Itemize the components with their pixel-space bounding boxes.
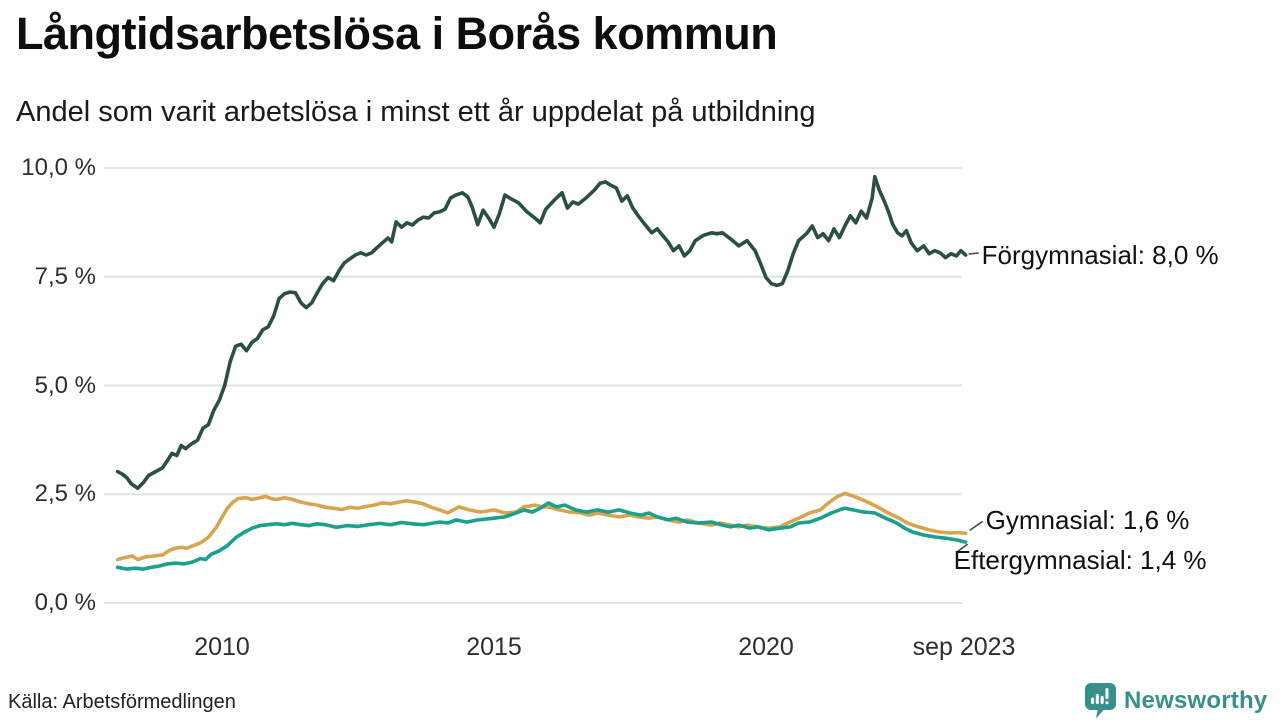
gridlines <box>104 167 962 604</box>
forgymnasial-line <box>115 174 968 491</box>
y-tick-label: 2,5 % <box>34 480 96 508</box>
page-title: Långtidsarbetslösa i Borås kommun <box>16 8 778 59</box>
eftergymnasial-end-label: Eftergymnasial: 1,4 % <box>953 545 1207 576</box>
source-caption: Källa: Arbetsförmedlingen <box>8 691 236 713</box>
forgymnasial-label-connector <box>968 252 979 255</box>
newsworthy-logo[interactable]: Newsworthy <box>1084 682 1267 719</box>
label-connectors <box>956 252 984 553</box>
y-tick-label: 0,0 % <box>34 589 96 616</box>
gymnasial-label-connector <box>969 520 984 532</box>
x-tick-label: 2020 <box>738 633 794 661</box>
y-tick-label: 7,5 % <box>34 262 96 290</box>
x-tick-label: 2010 <box>194 633 250 661</box>
eftergymnasial-label-connector <box>956 543 969 553</box>
series-lines <box>115 174 968 571</box>
page-subtitle: Andel som varit arbetslösa i minst ett å… <box>16 96 816 128</box>
newsworthy-speech-bubble-chart-icon <box>1085 683 1116 719</box>
eftergymnasial-line <box>115 501 968 571</box>
gymnasial-line <box>115 491 968 562</box>
y-tick-label: 5,0 % <box>34 371 96 399</box>
x-tick-label: 2015 <box>466 633 522 661</box>
x-tick-label: sep 2023 <box>912 633 1016 661</box>
y-tick-label: 10,0 % <box>21 154 96 181</box>
forgymnasial-end-label: Förgymnasial: 8,0 % <box>981 240 1219 270</box>
gymnasial-end-label: Gymnasial: 1,6 % <box>985 505 1190 536</box>
newsworthy-wordmark: Newsworthy <box>1124 686 1268 714</box>
